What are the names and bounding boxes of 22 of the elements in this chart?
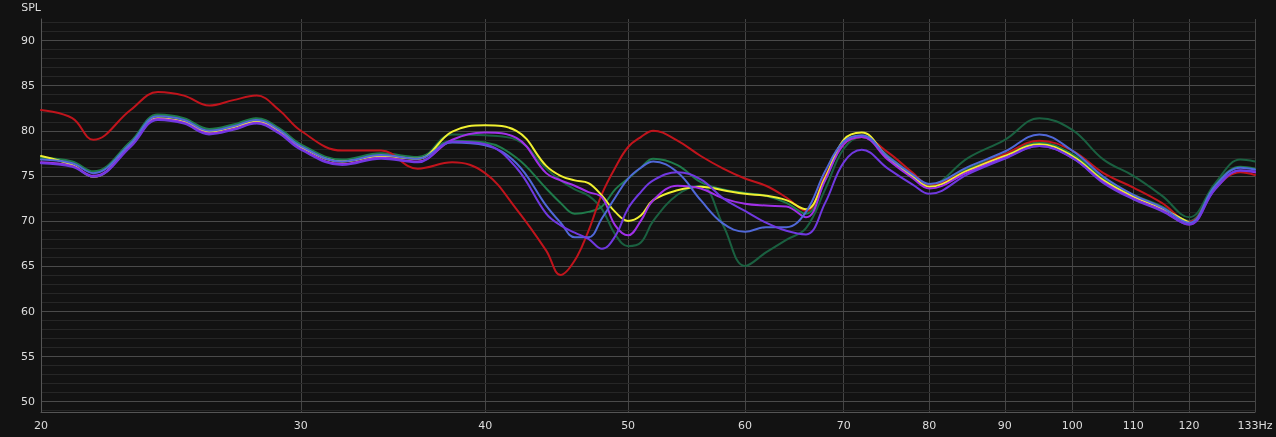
- x-tick-label: 133Hz: [1237, 419, 1273, 432]
- y-tick-label: 90: [21, 34, 35, 48]
- x-tick-label: 120: [1178, 419, 1200, 432]
- y-tick-label: 85: [21, 79, 35, 93]
- x-tick-label: 40: [478, 419, 493, 432]
- y-axis-title: SPL: [21, 1, 42, 14]
- y-tick-label: 55: [21, 349, 35, 363]
- y-tick-label: 80: [21, 124, 35, 138]
- x-tick-label: 90: [997, 419, 1012, 432]
- y-tick-label: 75: [21, 169, 35, 183]
- x-tick-label: 80: [922, 419, 937, 432]
- x-tick-label: 50: [621, 419, 636, 432]
- y-tick-label: 60: [21, 304, 35, 318]
- x-tick-label: 100: [1061, 419, 1083, 432]
- x-tick-label: 60: [737, 419, 752, 432]
- y-tick-label: 70: [21, 214, 35, 228]
- y-tick-label: 65: [21, 259, 35, 273]
- x-tick-label: 30: [293, 419, 308, 432]
- x-tick-label: 70: [836, 419, 851, 432]
- y-tick-label: 50: [21, 394, 35, 408]
- x-tick-label: 20: [34, 419, 48, 432]
- x-tick-label: 110: [1122, 419, 1144, 432]
